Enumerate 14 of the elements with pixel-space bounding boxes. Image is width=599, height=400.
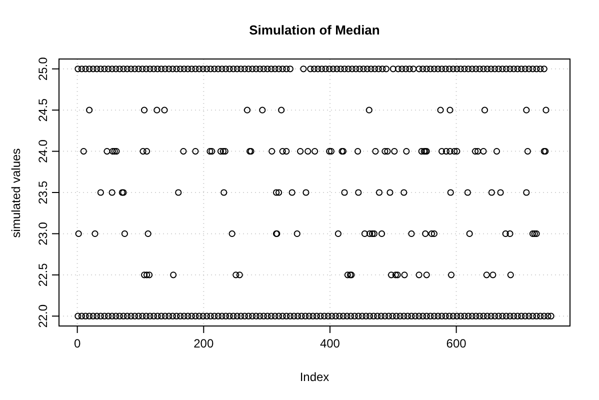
y-tick-label: 24.5 xyxy=(36,98,50,122)
y-tick-label: 22.0 xyxy=(36,304,50,328)
x-axis-title: Index xyxy=(300,370,330,384)
y-tick-label: 23.5 xyxy=(36,180,50,204)
y-tick-label: 22.5 xyxy=(36,262,50,287)
x-tick-label: 400 xyxy=(320,336,340,351)
y-tick-label: 25.0 xyxy=(36,56,50,81)
x-tick-label: 0 xyxy=(74,336,81,351)
y-tick-label: 24.0 xyxy=(36,139,50,163)
x-tick-label: 600 xyxy=(446,336,467,351)
chart-title: Simulation of Median xyxy=(249,22,380,38)
y-axis-title: simulated values xyxy=(9,148,23,238)
x-tick-label: 200 xyxy=(194,336,214,351)
y-tick-label: 23.0 xyxy=(36,222,50,246)
